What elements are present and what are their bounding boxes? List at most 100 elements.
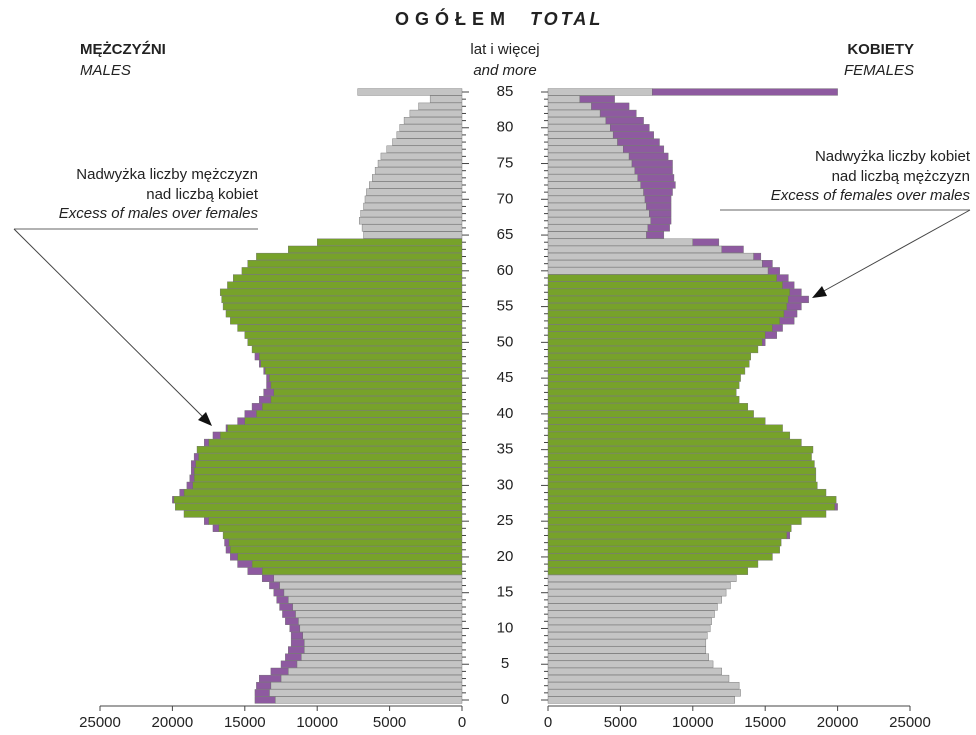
bar bbox=[547, 510, 827, 518]
bar bbox=[193, 474, 463, 482]
bar-excess bbox=[259, 360, 261, 368]
bar bbox=[547, 238, 694, 246]
bar-excess bbox=[259, 395, 272, 404]
bar bbox=[547, 474, 817, 482]
bar bbox=[547, 202, 647, 211]
bar bbox=[237, 324, 463, 332]
bar bbox=[547, 388, 737, 397]
bar bbox=[225, 310, 463, 318]
bar bbox=[547, 102, 592, 110]
bar bbox=[547, 689, 741, 697]
bar-excess bbox=[623, 145, 665, 153]
age-tick-label: 5 bbox=[501, 655, 509, 672]
annotation: nad liczbą kobiet bbox=[146, 186, 259, 203]
bar bbox=[302, 632, 463, 640]
bar bbox=[270, 395, 463, 404]
bar bbox=[547, 152, 630, 160]
bar-excess bbox=[288, 646, 305, 654]
bar-excess bbox=[765, 331, 777, 339]
bar bbox=[230, 546, 463, 554]
bar-excess bbox=[783, 310, 798, 318]
bar-excess bbox=[779, 317, 795, 325]
bar bbox=[418, 102, 463, 110]
bar bbox=[357, 88, 463, 96]
bar bbox=[261, 567, 463, 575]
age-tick-label: 55 bbox=[497, 298, 514, 315]
bar bbox=[222, 302, 463, 311]
age-tick-label: 45 bbox=[497, 369, 514, 386]
legend-label-en: FEMALES bbox=[844, 62, 914, 79]
bar bbox=[193, 467, 463, 475]
bar bbox=[392, 138, 463, 146]
bar-excess bbox=[263, 388, 274, 397]
age-label: lat i więcej bbox=[470, 41, 539, 58]
bar bbox=[369, 181, 463, 189]
bar bbox=[270, 682, 463, 690]
bar bbox=[547, 424, 783, 432]
bar bbox=[196, 446, 463, 454]
age-tick-label: 70 bbox=[497, 190, 514, 207]
bar bbox=[399, 124, 463, 132]
bar bbox=[547, 217, 652, 225]
bar bbox=[547, 131, 614, 139]
bar bbox=[547, 603, 718, 611]
bar bbox=[260, 360, 463, 368]
x-tick-label: 10000 bbox=[296, 714, 338, 731]
bar bbox=[547, 446, 814, 454]
bar bbox=[547, 117, 607, 125]
x-tick-label: 5000 bbox=[604, 714, 637, 731]
bar bbox=[233, 274, 463, 282]
annotation: Nadwyżka liczby kobiet bbox=[815, 148, 971, 165]
bar-excess bbox=[617, 138, 660, 146]
bar bbox=[547, 210, 650, 218]
bar bbox=[264, 367, 463, 375]
bar bbox=[547, 696, 735, 704]
bar-excess bbox=[263, 367, 266, 375]
bar-excess bbox=[191, 467, 195, 475]
annotation-arrow bbox=[13, 228, 205, 419]
bar bbox=[292, 603, 463, 611]
bar bbox=[547, 617, 712, 625]
bar bbox=[547, 281, 783, 289]
bar bbox=[374, 167, 463, 175]
bar bbox=[195, 460, 463, 468]
bar bbox=[192, 481, 463, 490]
bar bbox=[547, 360, 750, 368]
bar bbox=[403, 117, 463, 125]
bar-excess bbox=[266, 381, 272, 389]
bar-excess bbox=[204, 517, 209, 525]
bar bbox=[547, 674, 730, 683]
bar bbox=[547, 324, 773, 332]
bar-excess bbox=[224, 539, 230, 547]
bar-excess bbox=[254, 689, 270, 697]
bar bbox=[386, 145, 463, 153]
bar bbox=[547, 438, 802, 447]
bar-excess bbox=[290, 632, 303, 640]
bar bbox=[372, 174, 463, 182]
bar bbox=[269, 689, 463, 697]
bar bbox=[547, 560, 759, 568]
bar bbox=[280, 674, 463, 683]
bar bbox=[208, 438, 463, 447]
bar bbox=[547, 167, 636, 175]
bar-excess bbox=[191, 460, 196, 468]
bar-excess bbox=[285, 653, 302, 661]
bar bbox=[547, 624, 711, 633]
bar-excess bbox=[579, 95, 615, 103]
bar bbox=[227, 281, 463, 289]
bar-excess bbox=[256, 682, 272, 690]
bar-excess bbox=[772, 324, 783, 332]
bar bbox=[256, 410, 463, 418]
age-label-en: and more bbox=[473, 62, 536, 79]
bar-excess bbox=[290, 639, 305, 647]
bar bbox=[547, 395, 740, 404]
bar-excess bbox=[646, 202, 672, 211]
bar bbox=[547, 574, 737, 582]
bar bbox=[547, 453, 812, 461]
bar bbox=[279, 581, 463, 590]
bar bbox=[547, 596, 722, 604]
bar bbox=[547, 224, 649, 232]
bar bbox=[547, 403, 749, 411]
bar bbox=[547, 410, 754, 418]
